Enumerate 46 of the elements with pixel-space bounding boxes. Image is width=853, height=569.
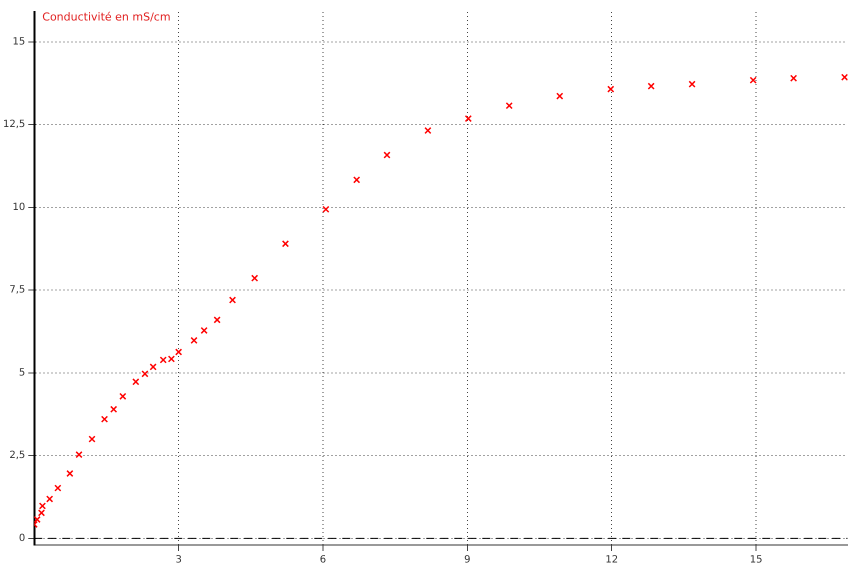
x-tick-label: 6 <box>320 554 326 566</box>
point <box>607 86 614 93</box>
point <box>353 176 360 184</box>
y-tick-label: 5 <box>18 367 26 378</box>
point <box>132 378 140 386</box>
point <box>66 470 74 478</box>
point <box>251 274 258 282</box>
point <box>168 355 175 363</box>
point <box>556 92 564 100</box>
point <box>383 151 391 159</box>
point <box>464 115 472 122</box>
y-tick-label: 12,5 <box>3 119 26 130</box>
y-tick-label: 7,5 <box>9 284 26 296</box>
point <box>88 435 96 443</box>
point <box>160 356 167 364</box>
x-tick-label: 9 <box>464 554 471 566</box>
y-tick-label: 0 <box>18 532 26 544</box>
point <box>790 74 798 82</box>
point <box>688 80 696 88</box>
y-tick-label: 2,5 <box>9 450 26 462</box>
point <box>141 370 149 378</box>
point <box>119 392 126 400</box>
point <box>214 316 221 324</box>
point <box>322 206 330 213</box>
point <box>200 326 208 334</box>
point <box>46 495 54 503</box>
point <box>54 484 62 492</box>
point <box>190 336 198 344</box>
point <box>110 406 118 413</box>
x-tick-label: 12 <box>605 554 618 566</box>
point <box>228 296 236 304</box>
point <box>175 348 182 356</box>
point <box>424 126 432 134</box>
y-axis-title: Conductivité en mS/cm <box>42 10 171 24</box>
point <box>75 451 83 458</box>
x-tick-label: 15 <box>750 554 762 566</box>
y-tick-label: 15 <box>12 36 26 48</box>
point <box>750 76 757 84</box>
point <box>150 363 157 370</box>
point <box>648 82 655 90</box>
y-tick-label: 10 <box>12 202 26 213</box>
point <box>100 416 108 423</box>
x-tick-label: 3 <box>175 554 182 566</box>
point <box>841 74 848 81</box>
point <box>506 102 513 110</box>
point <box>282 240 290 248</box>
